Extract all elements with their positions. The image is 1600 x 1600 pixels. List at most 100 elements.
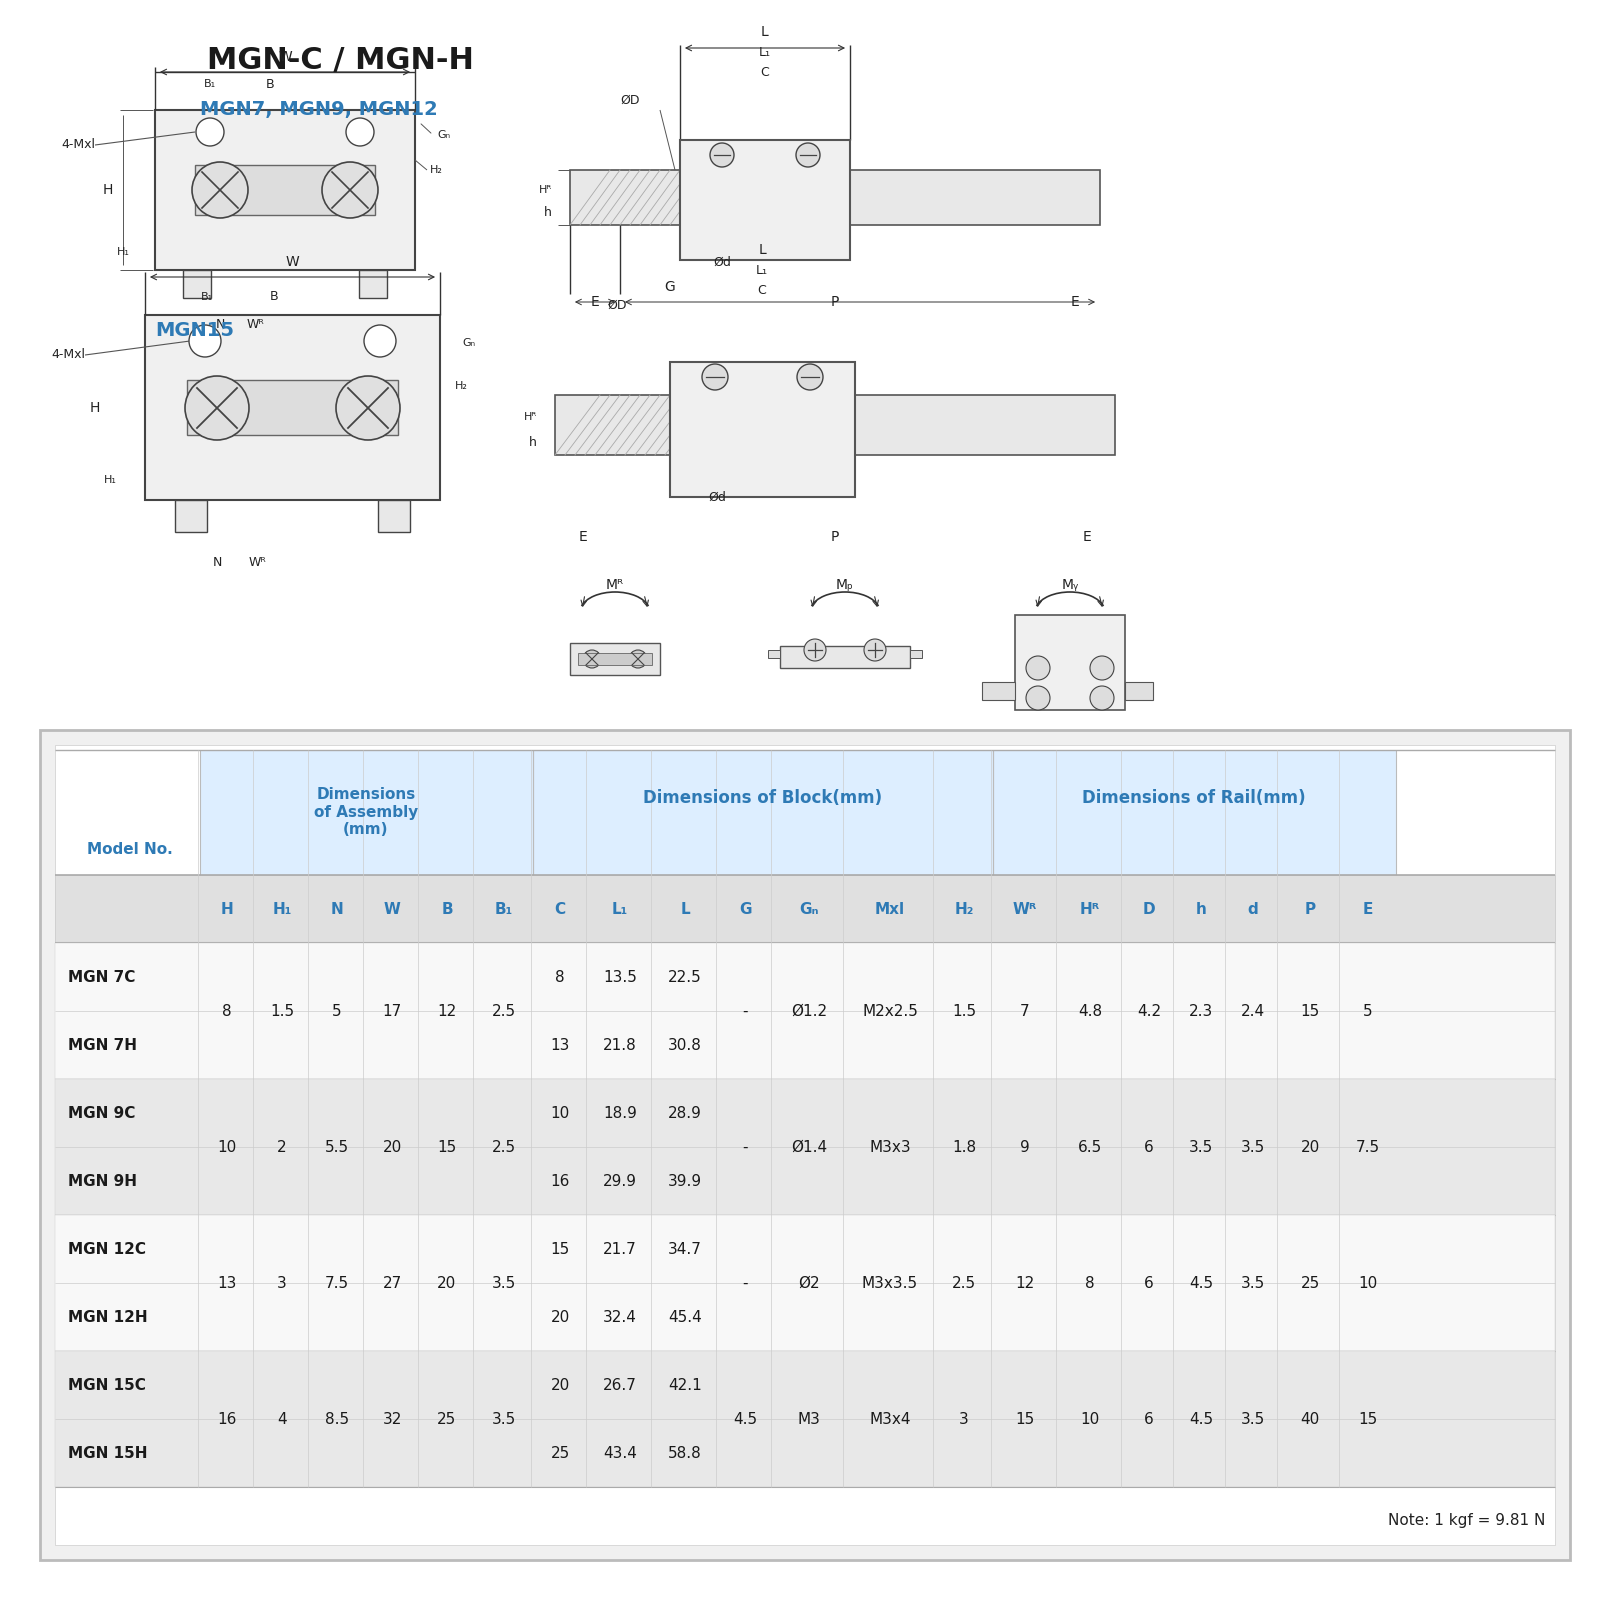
Bar bbox=[200, 750, 533, 875]
Text: 3.5: 3.5 bbox=[1242, 1139, 1266, 1155]
Text: 4.5: 4.5 bbox=[1189, 1411, 1213, 1427]
Text: 6: 6 bbox=[1144, 1275, 1154, 1291]
Text: P: P bbox=[830, 530, 838, 544]
Text: -: - bbox=[742, 1139, 747, 1155]
Text: B: B bbox=[266, 77, 274, 91]
Text: M3x4: M3x4 bbox=[869, 1411, 910, 1427]
Text: 3.5: 3.5 bbox=[1242, 1411, 1266, 1427]
Text: MGN 12C: MGN 12C bbox=[67, 1242, 146, 1256]
Text: 4.8: 4.8 bbox=[1078, 1003, 1102, 1019]
Text: MGN 9H: MGN 9H bbox=[67, 1173, 138, 1189]
Text: H: H bbox=[221, 901, 234, 917]
Text: P: P bbox=[830, 294, 838, 309]
Text: 15: 15 bbox=[1301, 1003, 1320, 1019]
Text: MGN 12H: MGN 12H bbox=[67, 1309, 147, 1325]
Text: 4-Mxl: 4-Mxl bbox=[61, 139, 94, 152]
Bar bbox=[982, 682, 1014, 701]
Text: B₁: B₁ bbox=[203, 78, 216, 90]
Text: 4: 4 bbox=[277, 1411, 286, 1427]
Text: D: D bbox=[1142, 901, 1155, 917]
Text: Ø1.4: Ø1.4 bbox=[790, 1139, 827, 1155]
Text: 5: 5 bbox=[333, 1003, 342, 1019]
Text: Mᴿ: Mᴿ bbox=[606, 578, 624, 592]
Text: L₁: L₁ bbox=[758, 45, 771, 59]
Bar bbox=[195, 165, 374, 214]
Text: 8: 8 bbox=[555, 970, 565, 984]
Text: 21.8: 21.8 bbox=[603, 1037, 637, 1053]
Text: N: N bbox=[216, 318, 224, 331]
Text: 21.7: 21.7 bbox=[603, 1242, 637, 1256]
Text: 10: 10 bbox=[550, 1106, 570, 1120]
Text: 16: 16 bbox=[550, 1173, 570, 1189]
Text: h: h bbox=[544, 205, 552, 219]
Text: ØD: ØD bbox=[621, 93, 640, 107]
Circle shape bbox=[582, 650, 602, 669]
Bar bbox=[40, 730, 1570, 1560]
Text: 16: 16 bbox=[218, 1411, 237, 1427]
Text: Ød: Ød bbox=[709, 491, 726, 504]
Text: 32: 32 bbox=[382, 1411, 402, 1427]
Text: Mᵧ: Mᵧ bbox=[1061, 578, 1078, 592]
Text: 3.5: 3.5 bbox=[1189, 1139, 1213, 1155]
Bar bbox=[54, 746, 1555, 1546]
Circle shape bbox=[629, 650, 646, 669]
Text: 32.4: 32.4 bbox=[603, 1309, 637, 1325]
Circle shape bbox=[186, 376, 250, 440]
Bar bbox=[54, 1078, 1555, 1214]
Text: 3: 3 bbox=[958, 1411, 970, 1427]
Bar bbox=[1125, 682, 1154, 701]
Text: C: C bbox=[758, 283, 766, 296]
Text: Dimensions of Rail(mm): Dimensions of Rail(mm) bbox=[1082, 789, 1306, 806]
Circle shape bbox=[346, 118, 374, 146]
Bar bbox=[358, 270, 387, 298]
Text: 58.8: 58.8 bbox=[669, 1445, 702, 1461]
Text: C: C bbox=[760, 66, 770, 78]
Text: E: E bbox=[1083, 530, 1091, 544]
Text: MGN 15H: MGN 15H bbox=[67, 1445, 147, 1461]
Text: 30.8: 30.8 bbox=[669, 1037, 702, 1053]
Text: L: L bbox=[758, 243, 766, 258]
Text: W: W bbox=[285, 254, 299, 269]
Text: P: P bbox=[1304, 901, 1315, 917]
Text: d: d bbox=[1248, 901, 1258, 917]
Bar bbox=[781, 646, 910, 669]
Circle shape bbox=[702, 365, 728, 390]
Text: Mₚ: Mₚ bbox=[837, 578, 854, 592]
Text: H₁: H₁ bbox=[117, 246, 130, 258]
Text: 7: 7 bbox=[1021, 1003, 1030, 1019]
Text: 18.9: 18.9 bbox=[603, 1106, 637, 1120]
Text: 39.9: 39.9 bbox=[667, 1173, 702, 1189]
Circle shape bbox=[336, 376, 400, 440]
Text: H₂: H₂ bbox=[454, 381, 467, 390]
Text: C: C bbox=[555, 901, 565, 917]
Text: E: E bbox=[1070, 294, 1080, 309]
Text: 25: 25 bbox=[437, 1411, 456, 1427]
Text: Gₙ: Gₙ bbox=[800, 901, 819, 917]
Bar bbox=[54, 1350, 1555, 1486]
Text: L: L bbox=[680, 901, 690, 917]
Bar bbox=[910, 650, 922, 658]
Bar bbox=[570, 643, 661, 675]
Text: -: - bbox=[742, 1275, 747, 1291]
Text: MGN7, MGN9, MGN12: MGN7, MGN9, MGN12 bbox=[200, 101, 438, 120]
Text: 10: 10 bbox=[1358, 1275, 1378, 1291]
Bar bbox=[378, 499, 410, 531]
Text: 12: 12 bbox=[437, 1003, 456, 1019]
Bar bbox=[1014, 614, 1125, 710]
Text: B: B bbox=[270, 291, 278, 304]
Bar bbox=[555, 395, 1115, 454]
Bar bbox=[54, 942, 1555, 1078]
Text: 13.5: 13.5 bbox=[603, 970, 637, 984]
Circle shape bbox=[1026, 656, 1050, 680]
Bar bbox=[768, 650, 781, 658]
Text: E: E bbox=[590, 294, 600, 309]
Text: 34.7: 34.7 bbox=[669, 1242, 702, 1256]
Text: Ød: Ød bbox=[714, 256, 731, 269]
Text: 17: 17 bbox=[382, 1003, 402, 1019]
Text: Mxl: Mxl bbox=[875, 901, 906, 917]
Text: Model No.: Model No. bbox=[86, 843, 173, 858]
Text: H: H bbox=[90, 402, 99, 414]
Text: Hᴿ: Hᴿ bbox=[1080, 901, 1101, 917]
Text: 45.4: 45.4 bbox=[669, 1309, 702, 1325]
Text: 4-Mxl: 4-Mxl bbox=[51, 349, 85, 362]
